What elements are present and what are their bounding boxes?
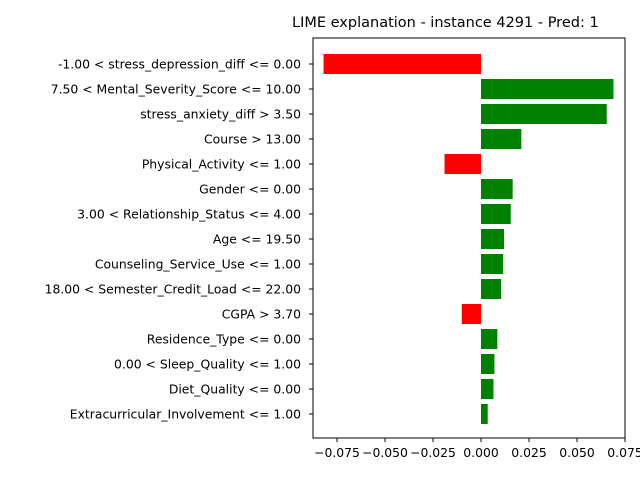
bar-5: [481, 179, 513, 199]
y-tick-label-7: Age <= 19.50: [213, 232, 301, 247]
y-tick-label-5: Gender <= 0.00: [199, 182, 301, 197]
y-tick-label-12: 0.00 < Sleep_Quality <= 1.00: [114, 357, 301, 372]
x-tick-label-2: −0.025: [410, 445, 456, 460]
y-tick-label-1: 7.50 < Mental_Severity_Score <= 10.00: [51, 82, 301, 97]
y-tick-label-3: Course > 13.00: [204, 132, 301, 147]
bar-12: [481, 354, 495, 374]
x-tick-label-6: 0.075: [607, 445, 640, 460]
y-tick-label-6: 3.00 < Relationship_Status <= 4.00: [77, 207, 301, 222]
bar-1: [481, 79, 614, 99]
bar-8: [481, 254, 504, 274]
x-tick-label-0: −0.075: [314, 445, 360, 460]
x-ticks: −0.075 −0.050 −0.025 0.000 0.025 0.050 0.075: [314, 438, 640, 460]
y-tick-label-4: Physical_Activity <= 1.00: [142, 157, 301, 172]
bar-13: [481, 379, 494, 399]
y-tick-label-13: Diet_Quality <= 0.00: [169, 382, 301, 397]
bar-9: [481, 279, 502, 299]
bar-14: [481, 404, 488, 424]
x-tick-label-4: 0.025: [511, 445, 546, 460]
y-tick-labels: -1.00 < stress_depression_diff <= 0.00 7.…: [45, 57, 313, 422]
x-tick-label-1: −0.050: [362, 445, 408, 460]
y-tick-label-2: stress_anxiety_diff > 3.50: [140, 107, 301, 122]
bar-0: [323, 54, 481, 74]
bar-7: [481, 229, 505, 249]
x-tick-label-3: 0.000: [463, 445, 499, 460]
bars-group: [323, 54, 614, 424]
bar-6: [481, 204, 511, 224]
bar-10: [461, 304, 481, 324]
bar-11: [481, 329, 498, 349]
y-tick-label-0: -1.00 < stress_depression_diff <= 0.00: [58, 57, 301, 72]
y-tick-label-14: Extracurricular_Involvement <= 1.00: [70, 407, 301, 422]
x-tick-label-5: 0.050: [559, 445, 595, 460]
axes-frame: [312, 37, 626, 439]
y-tick-label-11: Residence_Type <= 0.00: [147, 332, 301, 347]
y-tick-label-8: Counseling_Service_Use <= 1.00: [95, 257, 301, 272]
bar-3: [481, 129, 522, 149]
chart-title: LIME explanation - instance 4291 - Pred:…: [292, 15, 599, 31]
bar-4: [444, 154, 481, 174]
y-tick-label-9: 18.00 < Semester_Credit_Load <= 22.00: [45, 282, 302, 297]
bar-2: [481, 104, 607, 124]
y-tick-label-10: CGPA > 3.70: [222, 307, 301, 322]
